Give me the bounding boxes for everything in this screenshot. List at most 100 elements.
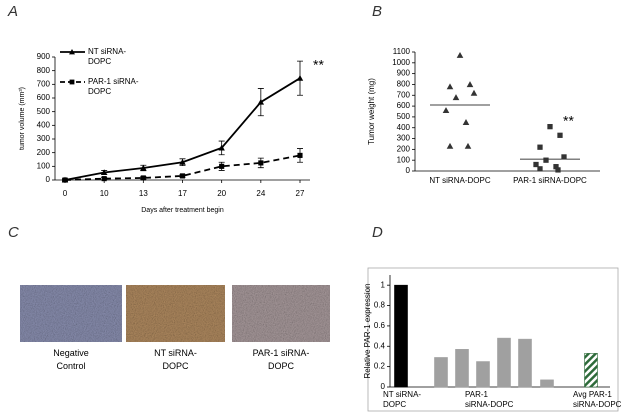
y-tick-label: 0.8 xyxy=(374,301,386,310)
legend-label: PAR-1 siRNA-DOPC xyxy=(88,77,139,96)
marker xyxy=(537,144,543,150)
marker xyxy=(62,177,68,183)
y-tick-label: 600 xyxy=(37,93,51,102)
y-tick-label: 0 xyxy=(46,175,51,184)
marker xyxy=(179,173,186,179)
panel-label: A xyxy=(7,3,18,20)
y-tick-label: 400 xyxy=(37,120,51,129)
marker xyxy=(69,79,75,85)
marker xyxy=(179,159,186,165)
marker xyxy=(537,166,543,172)
image-caption: NT siRNA-DOPC xyxy=(154,348,197,371)
y-tick-label: 200 xyxy=(397,144,411,153)
bar xyxy=(434,357,448,388)
y-tick-label: 400 xyxy=(397,123,411,132)
y-tick-label: 600 xyxy=(397,101,411,110)
histology-image xyxy=(20,285,122,342)
marker xyxy=(140,164,147,171)
y-tick-label: 0.2 xyxy=(374,362,386,371)
marker xyxy=(257,98,265,105)
marker xyxy=(557,132,563,138)
x-tick-label: NT siRNA-DOPC xyxy=(429,176,490,185)
bar xyxy=(497,337,511,388)
bar xyxy=(394,284,408,388)
histology-image xyxy=(232,285,330,342)
marker xyxy=(446,83,454,90)
x-tick-label: NT siRNA-DOPC xyxy=(383,390,422,409)
panel-frame xyxy=(367,267,619,412)
bar xyxy=(518,338,532,388)
panel-label: C xyxy=(8,224,19,241)
marker xyxy=(140,175,146,181)
marker xyxy=(533,161,539,168)
y-tick-label: 800 xyxy=(397,80,411,89)
y-tick-label: 500 xyxy=(37,107,51,116)
y-tick-label: 1100 xyxy=(393,47,411,56)
panel-label: B xyxy=(372,3,382,20)
x-tick-label: 27 xyxy=(296,189,305,198)
y-tick-label: 300 xyxy=(397,134,411,143)
marker xyxy=(543,157,549,163)
y-axis-title: Relative PAR-1 expression xyxy=(363,283,372,378)
marker xyxy=(555,167,561,173)
x-tick-label: PAR-1 siRNA-DOPC xyxy=(465,390,514,409)
y-tick-label: 1 xyxy=(381,280,386,289)
legend-label: NT siRNA-DOPC xyxy=(88,47,127,66)
x-tick-label: 17 xyxy=(178,189,187,198)
marker xyxy=(547,124,553,130)
marker xyxy=(296,74,304,81)
marker xyxy=(101,176,107,182)
y-tick-label: 500 xyxy=(397,112,411,121)
marker xyxy=(442,107,450,114)
x-axis-title: Days after treatment begin xyxy=(141,207,224,214)
marker xyxy=(561,154,567,160)
x-tick-label: 10 xyxy=(100,189,109,198)
y-tick-label: 1000 xyxy=(392,58,410,67)
y-axis-title: Tumor weight (mg) xyxy=(367,78,376,145)
bar xyxy=(584,353,598,388)
marker xyxy=(69,49,75,55)
marker xyxy=(100,169,108,176)
x-tick-label: Avg PAR-1 siRNA-DOPC xyxy=(573,390,622,409)
marker xyxy=(553,164,559,170)
bar xyxy=(540,379,554,388)
y-tick-label: 100 xyxy=(397,155,411,164)
image-caption: PAR-1 siRNA-DOPC xyxy=(252,348,310,371)
marker xyxy=(456,51,464,58)
x-tick-label: 20 xyxy=(217,189,226,198)
marker xyxy=(446,142,454,149)
y-tick-label: 100 xyxy=(37,161,51,170)
marker xyxy=(452,94,460,101)
x-tick-label: PAR-1 siRNA-DOPC xyxy=(513,176,587,185)
x-tick-label: 0 xyxy=(63,189,68,198)
y-tick-label: 200 xyxy=(37,148,51,157)
y-tick-label: 300 xyxy=(37,134,51,143)
y-tick-label: 700 xyxy=(37,79,51,88)
image-caption: Negative Control xyxy=(53,348,89,371)
y-tick-label: 900 xyxy=(397,69,411,78)
panel-label: D xyxy=(372,224,383,241)
bar xyxy=(455,349,469,388)
marker xyxy=(462,119,470,125)
annotation: ** xyxy=(313,57,324,73)
x-tick-label: 13 xyxy=(139,189,148,198)
y-tick-label: 0.6 xyxy=(374,321,386,330)
annotation: ** xyxy=(563,113,574,129)
y-axis-title: tumor volume (mm³) xyxy=(19,87,26,150)
y-tick-label: 0 xyxy=(406,166,411,175)
marker xyxy=(219,163,225,169)
marker xyxy=(464,142,472,149)
bar xyxy=(476,361,490,388)
marker xyxy=(466,81,474,88)
marker xyxy=(258,160,264,166)
marker xyxy=(297,152,303,158)
y-tick-label: 0.4 xyxy=(374,341,386,350)
y-tick-label: 700 xyxy=(397,90,411,99)
marker xyxy=(470,89,478,96)
x-tick-label: 24 xyxy=(256,189,265,198)
marker xyxy=(218,144,225,151)
histology-image xyxy=(126,285,225,342)
y-tick-label: 800 xyxy=(37,66,51,75)
